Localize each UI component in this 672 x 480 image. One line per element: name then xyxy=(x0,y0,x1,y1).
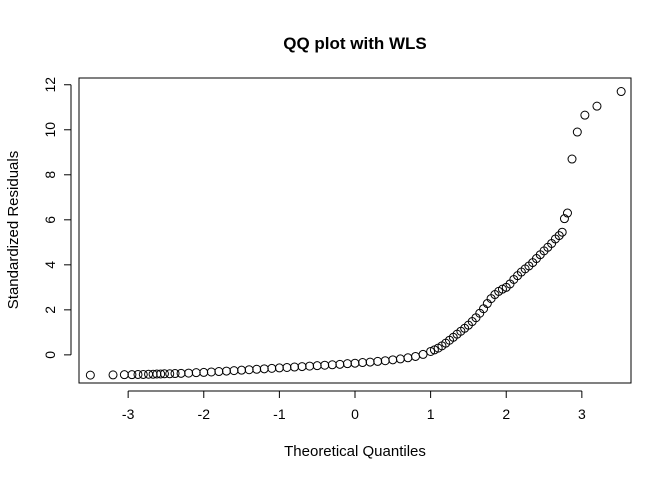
data-point xyxy=(562,208,572,218)
x-tick-label: 3 xyxy=(578,406,586,422)
data-point xyxy=(85,370,95,380)
data-point xyxy=(244,365,254,375)
data-point xyxy=(410,351,420,361)
data-point xyxy=(221,366,231,376)
data-point xyxy=(184,368,194,378)
data-point xyxy=(138,369,148,379)
data-point xyxy=(297,362,307,372)
data-point xyxy=(305,361,315,371)
x-tick-label: -2 xyxy=(198,406,211,422)
data-point xyxy=(229,366,239,376)
data-point xyxy=(559,214,569,224)
data-point xyxy=(282,362,292,372)
data-point xyxy=(165,369,175,379)
data-points xyxy=(85,87,626,380)
x-tick-label: 2 xyxy=(502,406,510,422)
data-point xyxy=(365,357,375,367)
data-point xyxy=(358,358,368,368)
plot-frame xyxy=(78,77,632,384)
data-point xyxy=(554,231,564,241)
data-point xyxy=(395,354,405,364)
data-point xyxy=(267,363,277,373)
data-point xyxy=(335,359,345,369)
x-tick-label: 1 xyxy=(427,406,435,422)
data-point xyxy=(237,365,247,375)
data-point xyxy=(206,367,216,377)
data-point xyxy=(252,364,262,374)
data-point xyxy=(567,154,577,164)
data-point xyxy=(580,110,590,120)
data-point xyxy=(108,370,118,380)
data-point xyxy=(191,368,201,378)
x-axis: -3 -2 -1 0 1 2 3 xyxy=(122,390,586,422)
data-point xyxy=(572,127,582,137)
data-point xyxy=(127,370,137,380)
data-point xyxy=(144,369,154,379)
data-point xyxy=(133,369,143,379)
data-point xyxy=(342,359,352,369)
data-point xyxy=(312,361,322,371)
x-tick-label: -1 xyxy=(273,406,286,422)
data-point xyxy=(388,355,398,365)
data-point xyxy=(327,360,337,370)
data-point xyxy=(199,367,209,377)
y-tick-label: 0 xyxy=(42,351,58,359)
y-tick-label: 4 xyxy=(42,261,58,269)
data-point xyxy=(320,360,330,370)
data-point xyxy=(170,369,180,379)
data-point xyxy=(176,368,186,378)
x-tick-label: -3 xyxy=(122,406,135,422)
data-point xyxy=(616,87,626,97)
y-tick-label: 12 xyxy=(42,77,58,93)
data-point xyxy=(350,358,360,368)
data-point xyxy=(290,362,300,372)
data-point xyxy=(119,370,129,380)
x-tick-label: 0 xyxy=(351,406,359,422)
y-axis: 0 2 4 6 8 10 12 xyxy=(42,77,72,359)
data-point xyxy=(373,356,383,366)
data-point xyxy=(274,363,284,373)
y-axis-label: Standardized Residuals xyxy=(5,151,22,309)
y-tick-label: 6 xyxy=(42,216,58,224)
data-point xyxy=(418,349,428,359)
data-point xyxy=(592,101,602,111)
data-point xyxy=(259,364,269,374)
data-point xyxy=(557,227,567,237)
data-point xyxy=(159,369,169,379)
y-tick-label: 8 xyxy=(42,171,58,179)
data-point xyxy=(380,356,390,366)
data-point xyxy=(403,353,413,363)
chart-title: QQ plot with WLS xyxy=(283,34,427,53)
x-axis-label: Theoretical Quantiles xyxy=(284,443,426,460)
data-point xyxy=(214,367,224,377)
data-point xyxy=(156,369,166,379)
y-tick-label: 2 xyxy=(42,306,58,314)
y-tick-label: 10 xyxy=(42,122,58,138)
